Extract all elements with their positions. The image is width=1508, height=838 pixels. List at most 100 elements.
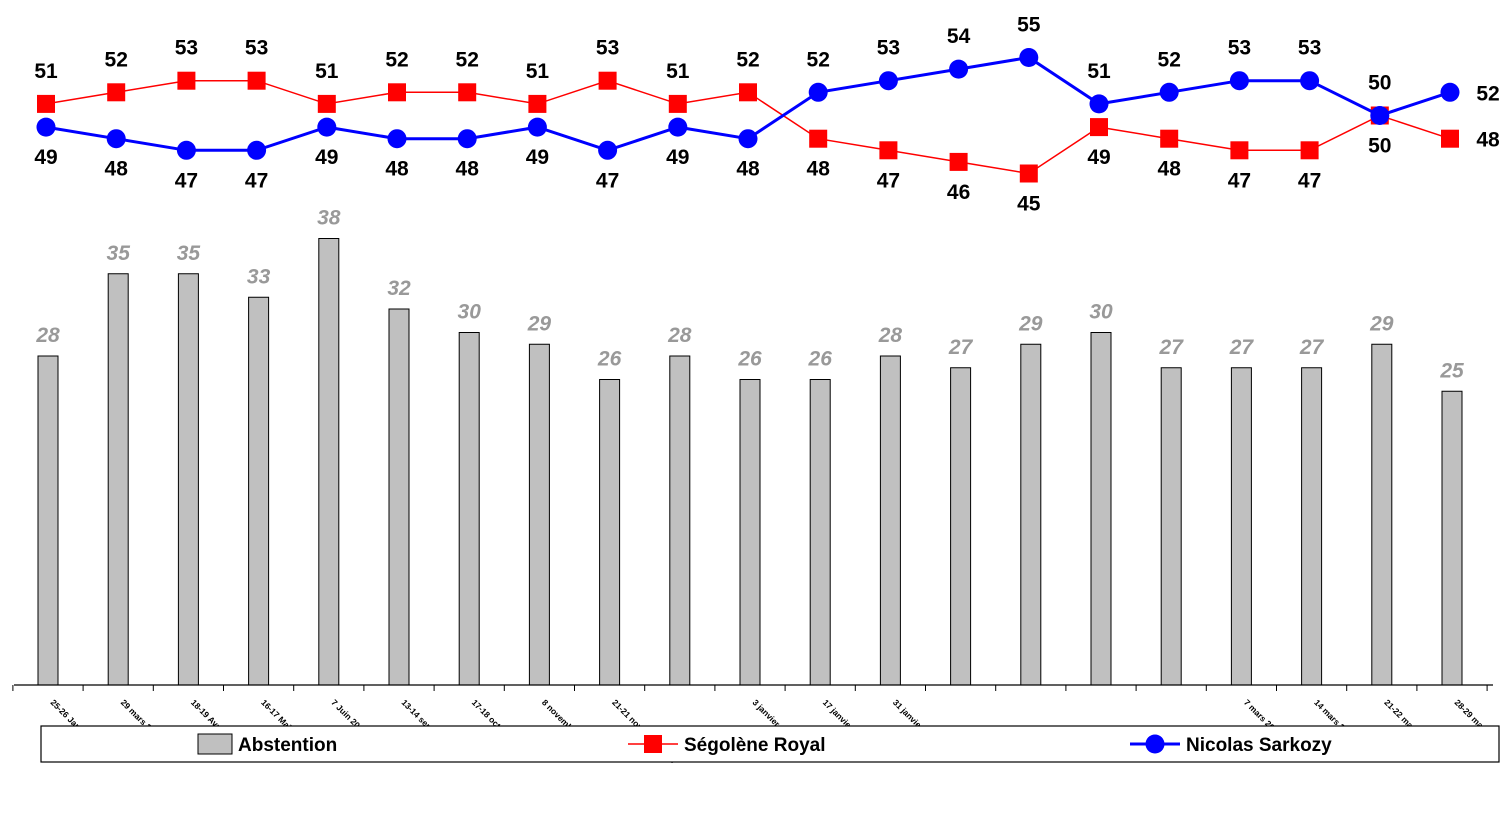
abstention-label: 35 <box>177 242 201 265</box>
sarkozy-point <box>1089 94 1109 114</box>
sarkozy-label: 51 <box>1087 60 1111 83</box>
legend-swatch-abstention <box>197 733 233 755</box>
royal-label: 46 <box>947 181 970 204</box>
sarkozy-point <box>738 129 758 149</box>
sarkozy-label: 53 <box>877 37 900 60</box>
abstention-label: 26 <box>737 348 762 371</box>
royal-point <box>668 94 687 113</box>
royal-point <box>458 83 477 102</box>
royal-label: 48 <box>1158 158 1182 181</box>
abstention-bar <box>107 273 129 686</box>
royal-point <box>107 83 126 102</box>
abstention-bar <box>37 355 59 686</box>
sarkozy-point <box>387 129 407 149</box>
abstention-label: 29 <box>527 312 552 335</box>
abstention-bar <box>599 379 621 686</box>
royal-label: 52 <box>456 48 479 71</box>
abstention-bar <box>1090 332 1112 686</box>
royal-label: 49 <box>1087 146 1110 169</box>
sarkozy-label: 49 <box>526 146 549 169</box>
royal-point <box>388 83 406 102</box>
royal-label: 52 <box>385 48 408 71</box>
sarkozy-label: 54 <box>947 25 971 48</box>
royal-point <box>809 129 828 148</box>
legend-label-royal: Ségolène Royal <box>684 735 826 756</box>
sarkozy-label: 47 <box>175 169 198 192</box>
royal-point <box>528 94 547 113</box>
sarkozy-label: 52 <box>1476 82 1499 105</box>
abstention-label: 38 <box>317 207 341 230</box>
sarkozy-label: 52 <box>807 48 830 71</box>
sarkozy-point <box>457 129 477 149</box>
sarkozy-point <box>317 117 337 137</box>
sarkozy-label: 55 <box>1017 14 1041 37</box>
abstention-bar <box>1160 367 1182 686</box>
sarkozy-point <box>247 140 267 160</box>
abstention-label: 29 <box>1018 312 1043 335</box>
royal-point <box>247 71 266 90</box>
bars-layer: 28 35 35 33 38 32 30 29 26 28 26 26 28 27 29 30 27 27 27 29… <box>35 207 1464 686</box>
royal-label: 51 <box>315 60 339 83</box>
sarkozy-point <box>949 59 969 79</box>
sarkozy-point <box>176 140 196 160</box>
royal-point <box>1090 118 1108 137</box>
abstention-label: 27 <box>1159 336 1185 359</box>
royal-point <box>949 152 968 171</box>
abstention-bar <box>1020 343 1042 686</box>
sarkozy-label: 50 <box>1368 135 1391 158</box>
sarkozy-label: 48 <box>736 158 760 181</box>
abstention-bar <box>1441 390 1463 686</box>
sarkozy-point <box>1229 71 1249 91</box>
sarkozy-point <box>1440 82 1460 102</box>
abstention-bar <box>388 308 410 686</box>
abstention-bar <box>739 379 761 686</box>
abstention-bar <box>1301 367 1323 686</box>
royal-point <box>1019 164 1038 183</box>
royal-label: 47 <box>877 169 900 192</box>
abstention-bar <box>458 332 480 686</box>
royal-point <box>739 83 757 102</box>
royal-point <box>177 71 196 90</box>
abstention-label: 32 <box>387 277 411 300</box>
abstention-bar <box>177 273 199 686</box>
abstention-label: 25 <box>1439 359 1464 382</box>
royal-label: 53 <box>175 37 198 60</box>
sarkozy-label: 49 <box>315 146 338 169</box>
sarkozy-point <box>36 117 56 137</box>
sarkozy-label: 48 <box>385 158 409 181</box>
legend: Abstention Ségolène Royal Nicolas Sarkozy <box>40 725 1500 763</box>
royal-point <box>317 94 336 113</box>
royal-point <box>1230 141 1249 160</box>
abstention-bar <box>669 355 691 686</box>
lines-layer: 51 49 52 48 53 47 53 47 51 49 52 48 52 48 51 49 53 47 51 49… <box>34 14 1500 216</box>
royal-label: 53 <box>596 37 619 60</box>
sarkozy-point <box>598 140 618 160</box>
royal-point <box>1160 129 1179 148</box>
royal-label: 45 <box>1017 193 1041 216</box>
sarkozy-label: 47 <box>596 169 619 192</box>
sarkozy-point <box>527 117 547 137</box>
abstention-bar <box>248 296 270 686</box>
royal-label: 47 <box>1298 169 1321 192</box>
royal-point <box>1300 141 1319 160</box>
royal-label: 50 <box>1368 72 1391 95</box>
royal-label: 51 <box>34 60 58 83</box>
royal-label: 52 <box>105 48 128 71</box>
royal-label: 48 <box>1476 129 1500 152</box>
abstention-label: 35 <box>107 242 131 265</box>
abstention-label: 29 <box>1369 312 1394 335</box>
abstention-bar <box>528 343 550 686</box>
abstention-label: 28 <box>35 324 60 347</box>
sarkozy-label: 52 <box>1158 48 1181 71</box>
abstention-bar <box>1230 367 1252 686</box>
sarkozy-point <box>1159 82 1179 102</box>
abstention-label: 26 <box>597 348 622 371</box>
sarkozy-point <box>1300 71 1320 91</box>
abstention-bar <box>879 355 901 686</box>
abstention-bar <box>809 379 831 686</box>
sarkozy-point <box>1019 48 1039 67</box>
abstention-label: 27 <box>1229 336 1255 359</box>
legend-marker-sarkozy <box>1145 734 1165 754</box>
legend-box <box>40 725 1500 763</box>
